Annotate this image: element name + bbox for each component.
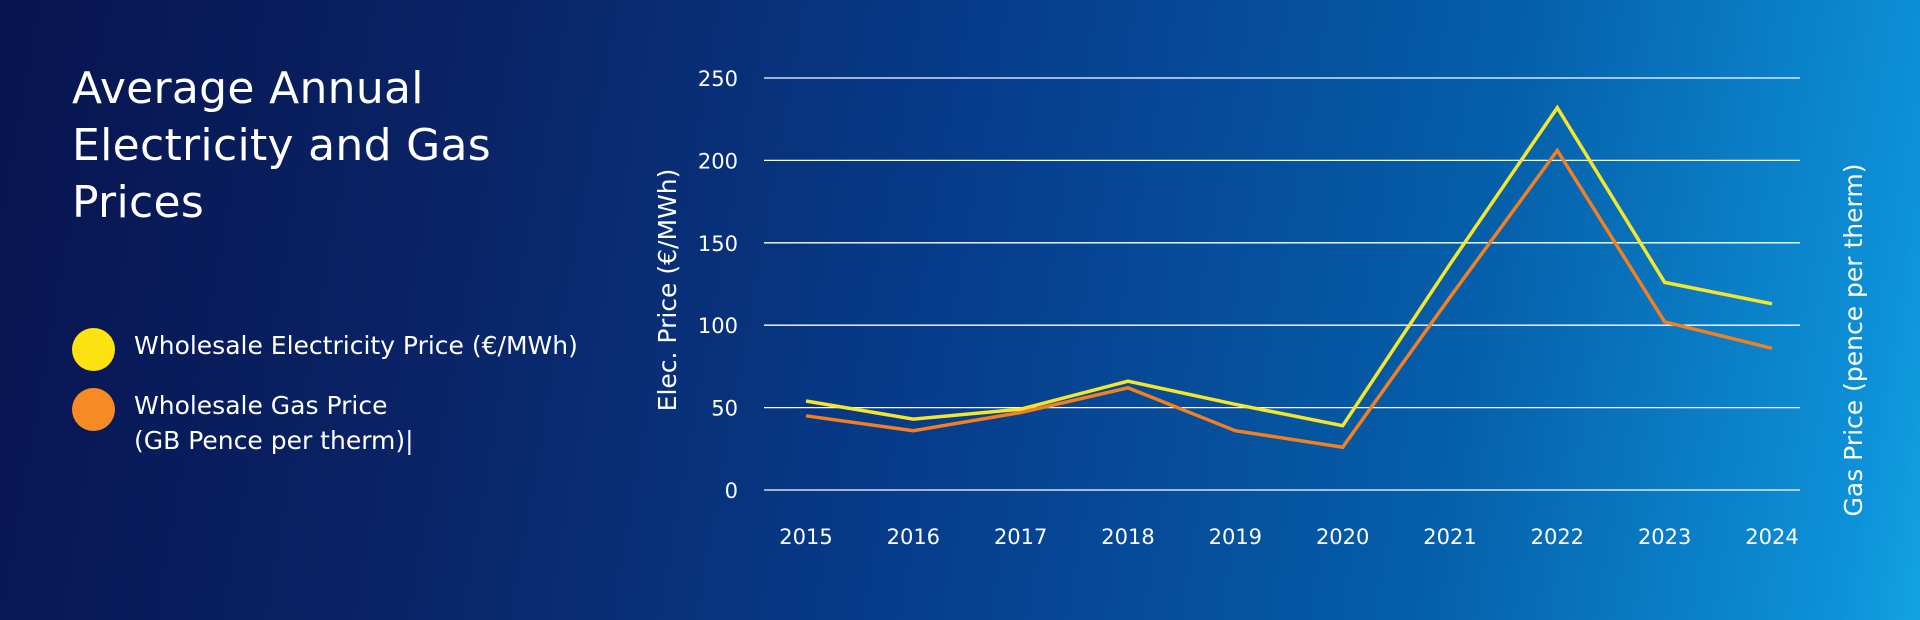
x-tick-label: 2018 <box>1101 525 1154 549</box>
y-tick-label: 0 <box>725 479 738 503</box>
y-tick-label: 200 <box>698 149 738 173</box>
legend-swatch-gas <box>72 388 115 431</box>
legend-label-gas: Wholesale Gas Price <box>134 391 388 420</box>
legend-label-electricity: Wholesale Electricity Price (€/MWh) <box>134 331 578 360</box>
x-tick-labels: 2015 2016 2017 2018 2019 2020 2021 2022 2023 2024 <box>779 525 1798 549</box>
x-tick-label: 2019 <box>1209 525 1262 549</box>
x-tick-label: 2020 <box>1316 525 1369 549</box>
legend-item-gas: Wholesale Gas Price (GB Pence per therm)… <box>72 388 578 458</box>
y2-axis-label: Gas Price (pence per therm) <box>1839 164 1868 517</box>
y-tick-labels: 0 50 100 150 200 250 <box>698 67 738 503</box>
series-lines <box>805 104 1773 450</box>
x-tick-label: 2023 <box>1638 525 1691 549</box>
y-tick-label: 100 <box>698 314 738 338</box>
x-tick-label: 2021 <box>1423 525 1476 549</box>
x-tick-label: 2022 <box>1531 525 1584 549</box>
y-tick-label: 50 <box>711 397 738 421</box>
legend-swatch-electricity <box>72 328 115 371</box>
series-line-gas <box>805 147 1773 450</box>
legend-sublabel-gas: (GB Pence per therm)| <box>134 426 414 455</box>
y-tick-label: 250 <box>698 67 738 91</box>
chart-title: Average Annual Electricity and Gas Price… <box>72 63 491 228</box>
y-axis-label: Elec. Price (€/MWh) <box>653 169 682 412</box>
x-tick-label: 2017 <box>994 525 1047 549</box>
y-tick-label: 150 <box>698 232 738 256</box>
series-line-electricity <box>805 104 1773 428</box>
grid-lines <box>764 77 1800 491</box>
x-tick-label: 2015 <box>779 525 832 549</box>
legend: Wholesale Electricity Price (€/MWh) Whol… <box>72 328 578 483</box>
legend-item-electricity: Wholesale Electricity Price (€/MWh) <box>72 328 578 371</box>
x-tick-label: 2016 <box>887 525 940 549</box>
x-tick-label: 2024 <box>1745 525 1798 549</box>
